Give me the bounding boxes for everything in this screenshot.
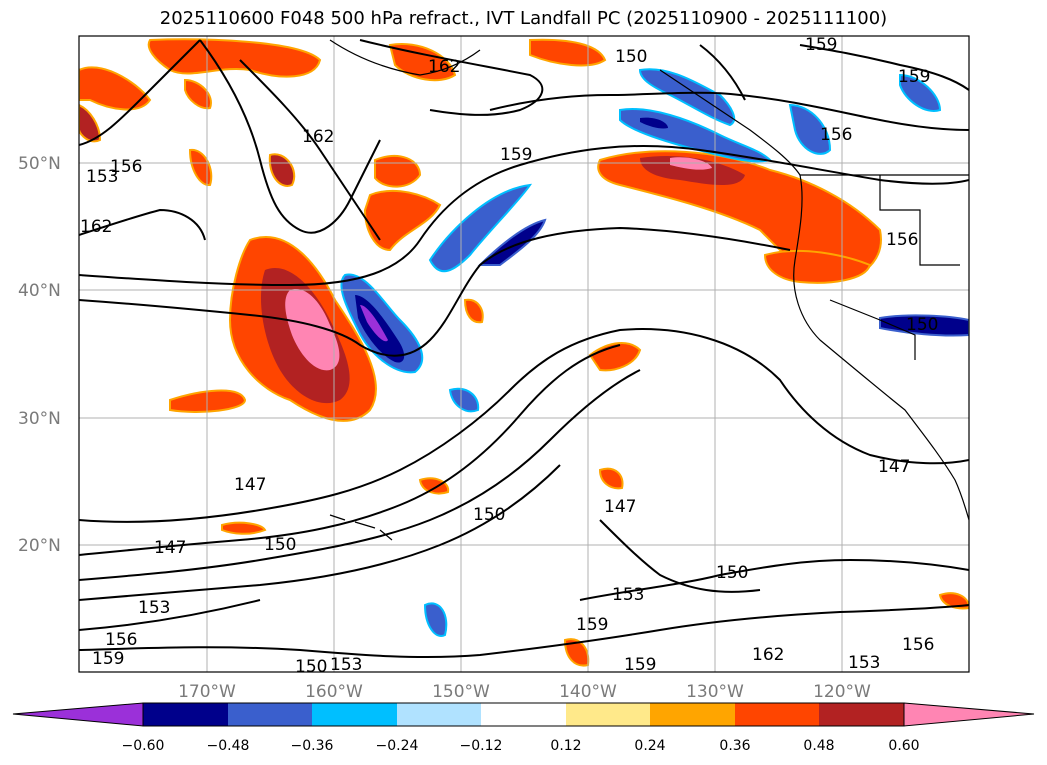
negative-anomaly-region bbox=[899, 73, 942, 112]
negative-anomaly-region bbox=[879, 314, 969, 337]
lon-label: 150°W bbox=[432, 682, 490, 702]
positive-anomaly-region bbox=[598, 467, 624, 490]
colorbar-max-extension bbox=[903, 702, 1035, 727]
positive-anomaly-region bbox=[763, 249, 872, 284]
positive-anomaly-region bbox=[529, 38, 607, 67]
contour-label: 159 bbox=[92, 649, 124, 669]
contour-labels: 159 162 153 156 159 162 147 150 147 150 … bbox=[80, 35, 938, 677]
contour-label: 156 bbox=[886, 230, 918, 250]
negative-anomaly-core bbox=[640, 117, 668, 129]
contour-label: 153 bbox=[612, 585, 644, 605]
positive-anomaly-peak bbox=[285, 289, 340, 371]
lon-label: 160°W bbox=[305, 682, 363, 702]
height-contours bbox=[79, 39, 969, 659]
map-plot-area: 159 162 153 156 159 162 147 150 147 150 … bbox=[79, 35, 969, 677]
positive-anomaly-region bbox=[418, 477, 450, 495]
lon-label: 130°W bbox=[686, 682, 744, 702]
contour-label: 147 bbox=[604, 497, 636, 517]
positive-anomaly-region bbox=[79, 103, 102, 143]
contour-label: 156 bbox=[820, 125, 852, 145]
colorbar-tick: −0.48 bbox=[207, 738, 250, 754]
contour-label: 159 bbox=[624, 655, 656, 675]
colorbar-tick: 0.12 bbox=[550, 738, 581, 754]
contour-label: 147 bbox=[878, 457, 910, 477]
colorbar-segment bbox=[566, 703, 650, 726]
negative-anomaly-band bbox=[428, 183, 533, 273]
negative-anomaly-region bbox=[423, 602, 448, 637]
latitude-axis: 50°N 40°N 30°N 20°N bbox=[18, 154, 61, 556]
colorbar-frame bbox=[142, 702, 905, 727]
contour-label: 162 bbox=[428, 57, 460, 77]
colorbar-segment bbox=[143, 703, 228, 726]
negative-anomaly-peak bbox=[360, 305, 388, 342]
contour-label: 153 bbox=[86, 167, 118, 187]
colorbar-min-extension bbox=[12, 702, 144, 727]
contour-label: 150 bbox=[295, 657, 327, 677]
colorbar-tick: −0.60 bbox=[122, 738, 165, 754]
positive-anomaly-region bbox=[938, 592, 969, 610]
chart-title: 2025110600 F048 500 hPa refract., IVT La… bbox=[159, 8, 888, 29]
colorbar-tick: −0.36 bbox=[291, 738, 334, 754]
positive-anomaly-region bbox=[363, 189, 442, 252]
colorbar: −0.60 −0.48 −0.36 −0.24 −0.12 0.12 0.24 … bbox=[12, 702, 1035, 754]
positive-anomaly-region bbox=[463, 298, 484, 324]
contour-label: 156 bbox=[110, 157, 142, 177]
contour-label: 162 bbox=[302, 127, 334, 147]
colorbar-segment bbox=[819, 703, 904, 726]
lat-label: 30°N bbox=[18, 409, 61, 429]
negative-anomaly-band bbox=[638, 68, 736, 127]
contour-label: 150 bbox=[264, 535, 296, 555]
contour-label: 162 bbox=[752, 645, 784, 665]
colorbar-tick: −0.12 bbox=[460, 738, 503, 754]
contour-label: 150 bbox=[615, 47, 647, 67]
colorbar-segment bbox=[650, 703, 735, 726]
contour-label: 147 bbox=[234, 475, 266, 495]
positive-anomaly-region bbox=[221, 521, 267, 535]
lat-label: 40°N bbox=[18, 281, 61, 301]
contour-label: 153 bbox=[848, 653, 880, 673]
positive-anomaly-region bbox=[184, 78, 212, 110]
lat-label: 20°N bbox=[18, 536, 61, 556]
negative-anomaly-region bbox=[448, 387, 480, 413]
lon-label: 120°W bbox=[813, 682, 871, 702]
contour-label: 159 bbox=[576, 615, 608, 635]
positive-anomaly-region bbox=[268, 153, 296, 187]
contour-label: 162 bbox=[80, 217, 112, 237]
positive-anomaly-region bbox=[188, 148, 213, 186]
negative-anomaly-region bbox=[788, 103, 832, 155]
colorbar-segment bbox=[228, 703, 312, 726]
contour-label: 150 bbox=[716, 563, 748, 583]
contour-label: 156 bbox=[105, 630, 137, 650]
positive-anomaly-region bbox=[79, 66, 152, 111]
contour-label: 159 bbox=[898, 67, 930, 87]
contour-label: 159 bbox=[805, 35, 837, 55]
contour-label: 153 bbox=[330, 655, 362, 675]
contour-label: 153 bbox=[138, 598, 170, 618]
map-frame bbox=[78, 35, 970, 673]
colorbar-segment bbox=[397, 703, 481, 726]
colorbar-tick: 0.24 bbox=[634, 738, 665, 754]
contour-label: 150 bbox=[473, 505, 505, 525]
contour-label: 150 bbox=[906, 315, 938, 335]
colorbar-segment bbox=[312, 703, 397, 726]
longitude-axis: 170°W 160°W 150°W 140°W 130°W 120°W bbox=[178, 682, 871, 702]
contour-label: 159 bbox=[500, 145, 532, 165]
contour-label: 156 bbox=[902, 635, 934, 655]
colorbar-tick: 0.48 bbox=[803, 738, 834, 754]
lon-label: 170°W bbox=[178, 682, 236, 702]
positive-anomaly-region bbox=[374, 155, 422, 188]
colorbar-tick: 0.36 bbox=[719, 738, 750, 754]
lon-label: 140°W bbox=[559, 682, 617, 702]
contour-label: 147 bbox=[154, 538, 186, 558]
colorbar-tick: −0.24 bbox=[376, 738, 419, 754]
colorbar-segment bbox=[481, 703, 566, 726]
colorbar-segment bbox=[735, 703, 819, 726]
lat-label: 50°N bbox=[18, 154, 61, 174]
colorbar-tick: 0.60 bbox=[888, 738, 919, 754]
